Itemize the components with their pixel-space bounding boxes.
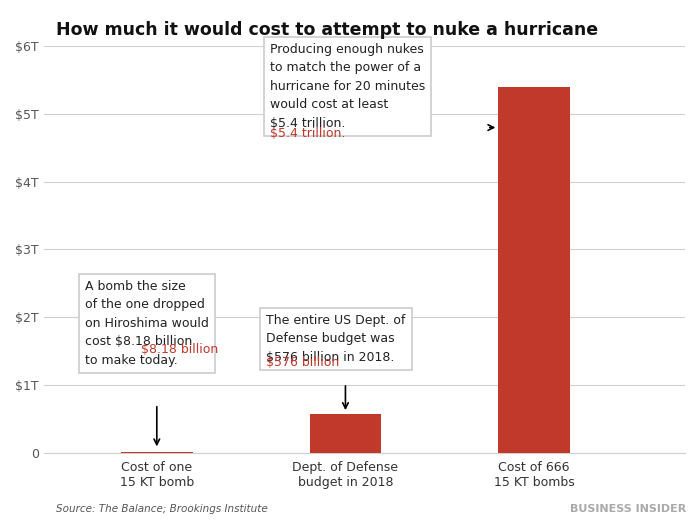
Bar	[498, 87, 570, 453]
Text: $576 billion: $576 billion	[266, 356, 340, 369]
Text: $8.18 billion: $8.18 billion	[141, 343, 218, 356]
Text: $5.4 trillion.: $5.4 trillion.	[270, 127, 345, 140]
Text: How much it would cost to attempt to nuke a hurricane: How much it would cost to attempt to nuk…	[56, 21, 598, 39]
Text: Producing enough nukes
to match the power of a
hurricane for 20 minutes
would co: Producing enough nukes to match the powe…	[270, 43, 425, 130]
Bar	[121, 452, 192, 453]
Bar	[309, 414, 382, 453]
Text: BUSINESS INSIDER: BUSINESS INSIDER	[570, 505, 686, 514]
Text: The entire US Dept. of
Defense budget was
$576 billion in 2018.: The entire US Dept. of Defense budget wa…	[266, 314, 405, 364]
Text: A bomb the size
of the one dropped
on Hiroshima would
cost $8.18 billion
to make: A bomb the size of the one dropped on Hi…	[85, 280, 209, 367]
Text: Source: The Balance; Brookings Institute: Source: The Balance; Brookings Institute	[56, 505, 267, 514]
